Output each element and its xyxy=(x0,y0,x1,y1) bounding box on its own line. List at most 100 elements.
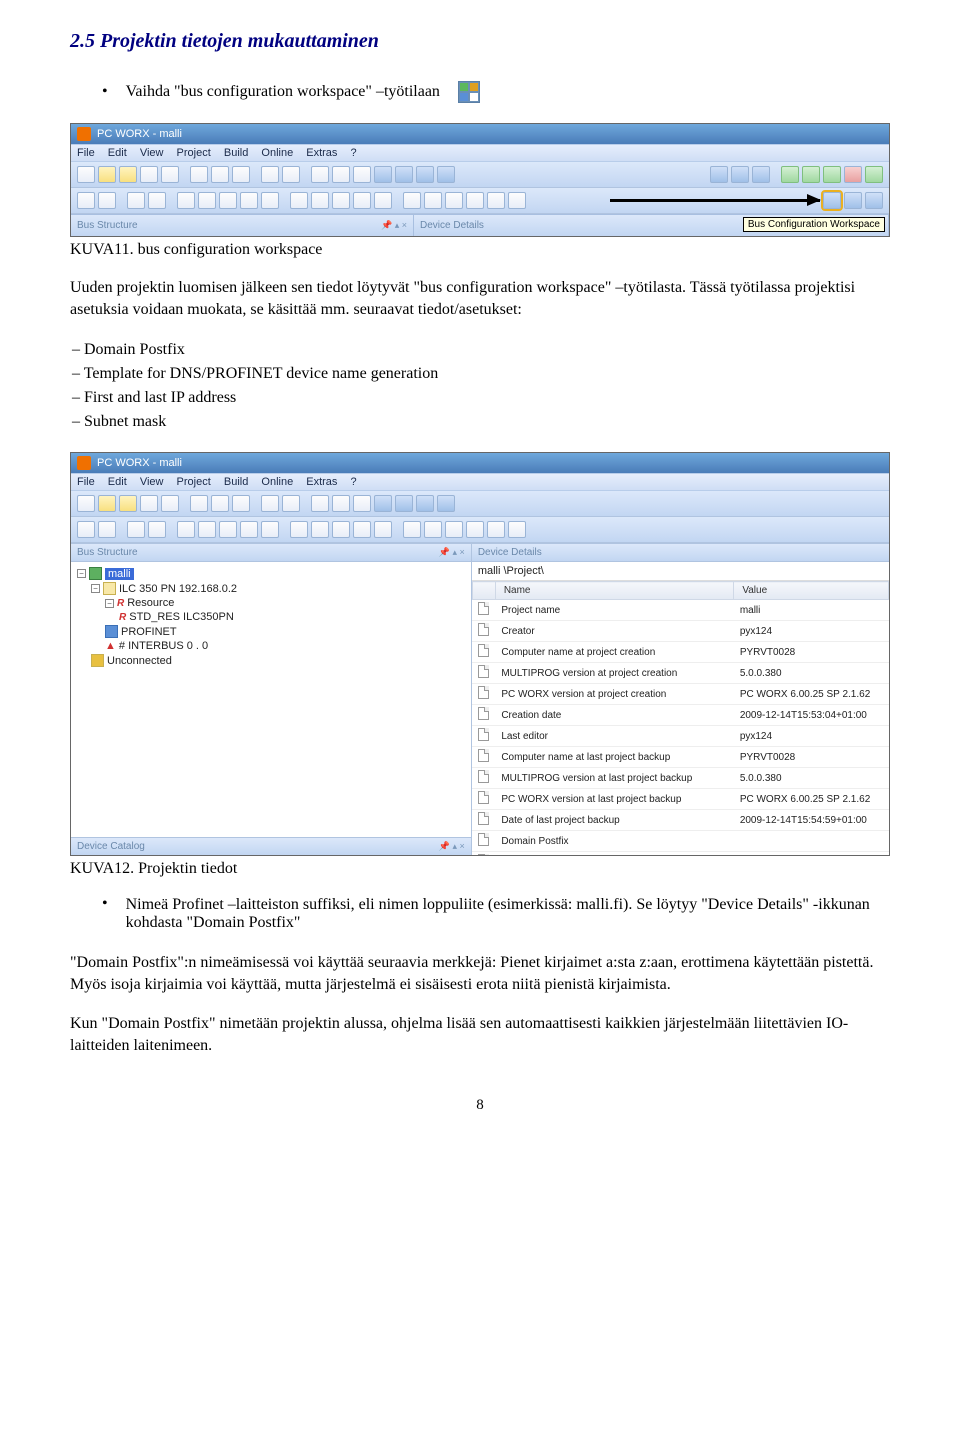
toolbar-button[interactable] xyxy=(508,521,526,538)
toolbar-button[interactable] xyxy=(161,166,179,183)
toolbar-button[interactable] xyxy=(710,166,728,183)
toolbar-button[interactable] xyxy=(98,521,116,538)
toolbar-button[interactable] xyxy=(240,192,258,209)
toolbar-button[interactable] xyxy=(332,495,350,512)
pin-icon[interactable]: 📌 ▴ × xyxy=(439,841,465,852)
table-row[interactable]: Creation date2009-12-14T15:53:04+01:00 xyxy=(472,705,888,726)
prop-value[interactable]: PC WORX 6.00.25 SP 2.1.62 xyxy=(734,789,889,810)
toolbar-button[interactable] xyxy=(219,521,237,538)
prop-value[interactable]: 5.0.0.380 xyxy=(734,768,889,789)
toolbar-button[interactable] xyxy=(77,166,95,183)
toolbar-button[interactable] xyxy=(487,192,505,209)
bus-config-workspace-button[interactable] xyxy=(823,192,841,209)
toolbar-button[interactable] xyxy=(424,192,442,209)
toolbar-button[interactable] xyxy=(148,192,166,209)
table-row[interactable]: PC WORX version at last project backupPC… xyxy=(472,789,888,810)
toolbar-button[interactable] xyxy=(374,495,392,512)
menu-build[interactable]: Build xyxy=(224,147,248,159)
table-row[interactable]: MULTIPROG version at project creation5.0… xyxy=(472,663,888,684)
menu-build[interactable]: Build xyxy=(224,476,248,488)
expand-icon[interactable]: − xyxy=(77,569,86,578)
menu-file[interactable]: File xyxy=(77,476,95,488)
toolbar-button[interactable] xyxy=(198,192,216,209)
toolbar-button[interactable] xyxy=(127,521,145,538)
toolbar-button[interactable] xyxy=(282,495,300,512)
toolbar-button[interactable] xyxy=(332,166,350,183)
toolbar-button[interactable] xyxy=(731,166,749,183)
toolbar-button[interactable] xyxy=(290,521,308,538)
table-row[interactable]: Computer name at last project backupPYRV… xyxy=(472,747,888,768)
toolbar-button[interactable] xyxy=(140,495,158,512)
toolbar-button[interactable] xyxy=(865,192,883,209)
toolbar-button[interactable] xyxy=(487,521,505,538)
toolbar-button[interactable] xyxy=(77,192,95,209)
tree-node[interactable]: Unconnected xyxy=(107,655,172,667)
prop-value[interactable]: pyx124 xyxy=(734,726,889,747)
toolbar-button[interactable] xyxy=(232,495,250,512)
prop-value[interactable]: 2009-12-14T15:54:59+01:00 xyxy=(734,810,889,831)
toolbar-button[interactable] xyxy=(98,166,116,183)
toolbar-button[interactable] xyxy=(823,166,841,183)
toolbar-button[interactable] xyxy=(98,495,116,512)
prop-value[interactable]: PYRVT0028 xyxy=(734,642,889,663)
menu-online[interactable]: Online xyxy=(261,147,293,159)
toolbar-button[interactable] xyxy=(865,166,883,183)
device-tree[interactable]: −malli −ILC 350 PN 192.168.0.2 −RResourc… xyxy=(71,562,471,837)
prop-value[interactable] xyxy=(734,852,889,856)
toolbar-button[interactable] xyxy=(127,192,145,209)
toolbar-button[interactable] xyxy=(148,521,166,538)
toolbar-button[interactable] xyxy=(211,495,229,512)
toolbar-button[interactable] xyxy=(466,192,484,209)
toolbar-button[interactable] xyxy=(395,166,413,183)
toolbar-button[interactable] xyxy=(353,166,371,183)
table-row[interactable]: Project namemalli xyxy=(472,600,888,621)
tree-root[interactable]: malli xyxy=(105,568,134,580)
toolbar-button[interactable] xyxy=(211,166,229,183)
prop-value[interactable]: 5.0.0.380 xyxy=(734,663,889,684)
toolbar-button[interactable] xyxy=(261,166,279,183)
toolbar-button[interactable] xyxy=(437,166,455,183)
toolbar-button[interactable] xyxy=(332,192,350,209)
toolbar-button[interactable] xyxy=(416,166,434,183)
toolbar-button[interactable] xyxy=(508,192,526,209)
expand-icon[interactable]: − xyxy=(91,584,100,593)
menu-view[interactable]: View xyxy=(140,476,164,488)
toolbar-button[interactable] xyxy=(353,192,371,209)
menu-extras[interactable]: Extras xyxy=(306,476,337,488)
menu-project[interactable]: Project xyxy=(177,476,211,488)
toolbar-button[interactable] xyxy=(77,521,95,538)
toolbar-button[interactable] xyxy=(466,521,484,538)
toolbar-button[interactable] xyxy=(802,166,820,183)
toolbar-button[interactable] xyxy=(311,166,329,183)
toolbar-button[interactable] xyxy=(161,495,179,512)
toolbar-button[interactable] xyxy=(290,192,308,209)
toolbar-button[interactable] xyxy=(232,166,250,183)
toolbar-button[interactable] xyxy=(240,521,258,538)
toolbar-button[interactable] xyxy=(445,192,463,209)
menu-view[interactable]: View xyxy=(140,147,164,159)
menu-bar[interactable]: File Edit View Project Build Online Extr… xyxy=(71,473,889,491)
toolbar-button[interactable] xyxy=(844,166,862,183)
toolbar-button[interactable] xyxy=(374,192,392,209)
toolbar-button[interactable] xyxy=(77,495,95,512)
toolbar-button[interactable] xyxy=(261,192,279,209)
tree-node[interactable]: PROFINET xyxy=(121,626,177,638)
menu-project[interactable]: Project xyxy=(177,147,211,159)
table-row[interactable]: Computer name at project creationPYRVT00… xyxy=(472,642,888,663)
table-row[interactable]: Creatorpyx124 xyxy=(472,621,888,642)
pin-icon[interactable]: 📌 ▴ × xyxy=(381,220,407,231)
tree-node[interactable]: Resource xyxy=(127,597,174,609)
toolbar-button[interactable] xyxy=(424,521,442,538)
prop-value[interactable] xyxy=(734,831,889,852)
toolbar-button[interactable] xyxy=(403,192,421,209)
table-row[interactable]: Last editorpyx124 xyxy=(472,726,888,747)
toolbar-button[interactable] xyxy=(282,166,300,183)
toolbar-button[interactable] xyxy=(353,495,371,512)
toolbar-button[interactable] xyxy=(119,495,137,512)
toolbar-button[interactable] xyxy=(219,192,237,209)
menu-edit[interactable]: Edit xyxy=(108,476,127,488)
menu-help[interactable]: ? xyxy=(351,147,357,159)
toolbar-button[interactable] xyxy=(177,192,195,209)
menu-bar[interactable]: File Edit View Project Build Online Extr… xyxy=(71,144,889,162)
prop-value[interactable]: PYRVT0028 xyxy=(734,747,889,768)
